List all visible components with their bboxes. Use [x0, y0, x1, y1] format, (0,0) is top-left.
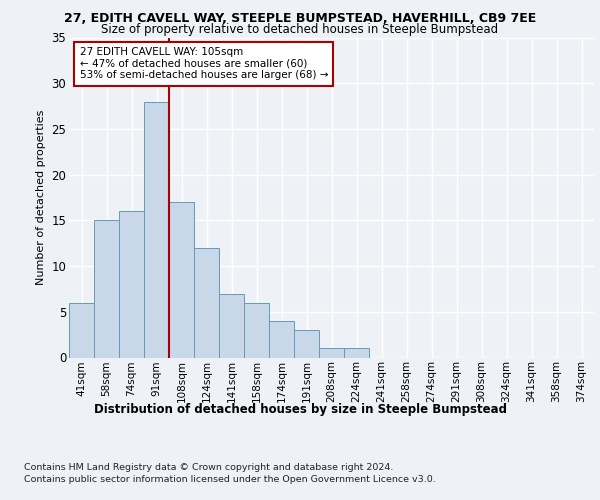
Text: Contains public sector information licensed under the Open Government Licence v3: Contains public sector information licen… [24, 475, 436, 484]
Bar [94, 220, 119, 358]
Text: Contains HM Land Registry data © Crown copyright and database right 2024.: Contains HM Land Registry data © Crown c… [24, 462, 394, 471]
Text: 27 EDITH CAVELL WAY: 105sqm
← 47% of detached houses are smaller (60)
53% of sem: 27 EDITH CAVELL WAY: 105sqm ← 47% of det… [79, 47, 328, 80]
Bar [169, 202, 194, 358]
Bar [119, 211, 144, 358]
Text: Size of property relative to detached houses in Steeple Bumpstead: Size of property relative to detached ho… [101, 24, 499, 36]
Bar [69, 302, 94, 358]
Bar [194, 248, 219, 358]
Text: 27, EDITH CAVELL WAY, STEEPLE BUMPSTEAD, HAVERHILL, CB9 7EE: 27, EDITH CAVELL WAY, STEEPLE BUMPSTEAD,… [64, 12, 536, 26]
Bar [244, 302, 269, 358]
Bar [144, 102, 169, 358]
Bar [219, 294, 244, 358]
Bar [344, 348, 369, 358]
Bar [269, 321, 294, 358]
Text: Distribution of detached houses by size in Steeple Bumpstead: Distribution of detached houses by size … [94, 402, 506, 415]
Bar [294, 330, 319, 357]
Y-axis label: Number of detached properties: Number of detached properties [36, 110, 46, 285]
Bar [319, 348, 344, 358]
